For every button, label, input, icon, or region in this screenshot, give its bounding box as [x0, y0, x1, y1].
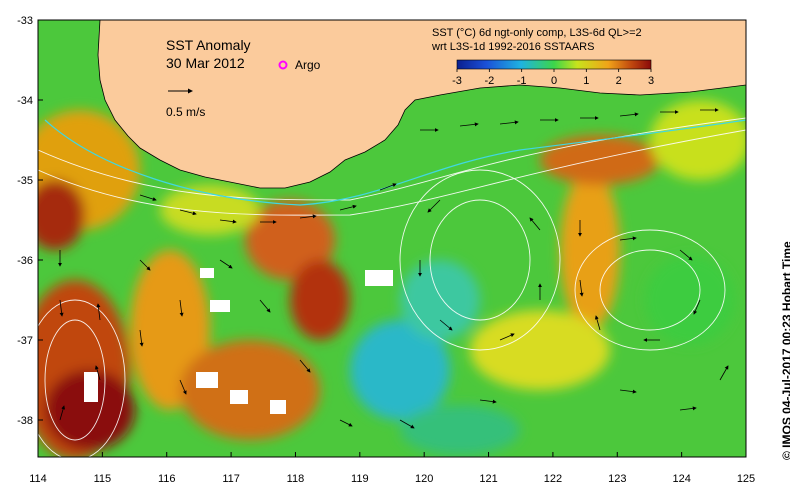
colorbar-title-line2: wrt L3S-1d 1992-2016 SSTAARS — [431, 41, 594, 53]
x-tick-label: 115 — [94, 473, 112, 485]
map-title: SST Anomaly — [166, 37, 251, 53]
x-tick-label: 124 — [672, 473, 690, 485]
y-tick-label: -37 — [17, 335, 33, 347]
colorbar-tick-label: 2 — [616, 75, 622, 87]
x-tick-label: 123 — [608, 473, 626, 485]
x-tick-label: 118 — [287, 473, 305, 485]
x-tick-label: 114 — [29, 473, 47, 485]
x-tick-label: 125 — [737, 473, 755, 485]
argo-marker-icon — [278, 60, 288, 70]
y-tick-label: -38 — [17, 415, 33, 427]
argo-label: Argo — [295, 58, 321, 72]
x-tick-label: 117 — [222, 473, 240, 485]
x-tick-label: 122 — [544, 473, 562, 485]
x-tick-label: 120 — [415, 473, 433, 485]
colorbar-tick-label: -2 — [484, 75, 494, 87]
colorbar-title-line1: SST (°C) 6d ngt-only comp, L3S-6d QL>=2 — [432, 27, 642, 39]
colorbar-ticks: -3 -2 -1 0 1 2 3 — [452, 69, 654, 87]
x-tick-label: 119 — [351, 473, 369, 485]
colorbar-tick-label: 0 — [551, 75, 557, 87]
colorbar-tick-label: -1 — [517, 75, 527, 87]
y-tick-label: -36 — [17, 255, 33, 267]
velocity-arrows — [58, 108, 729, 429]
colorbar-tick-label: 1 — [583, 75, 589, 87]
y-tick-label: -33 — [17, 15, 33, 27]
x-tick-label: 121 — [479, 473, 497, 485]
credit-label: © IMOS 04-Jul-2017 00:23 Hobart Time — [780, 241, 790, 460]
y-tick-label: -34 — [17, 95, 33, 107]
map-date: 30 Mar 2012 — [166, 55, 245, 71]
velocity-scale-label: 0.5 m/s — [166, 105, 205, 119]
x-tick-label: 116 — [158, 473, 176, 485]
colorbar — [456, 59, 652, 70]
x-axis: 114 115 116 117 118 119 120 121 122 123 124 125 — [29, 452, 755, 485]
sst-field — [38, 20, 746, 457]
y-tick-label: -35 — [17, 175, 33, 187]
colorbar-tick-label: 3 — [648, 75, 654, 87]
colorbar-tick-label: -3 — [452, 75, 462, 87]
y-axis: -33 -34 -35 -36 -37 -38 — [17, 15, 43, 427]
